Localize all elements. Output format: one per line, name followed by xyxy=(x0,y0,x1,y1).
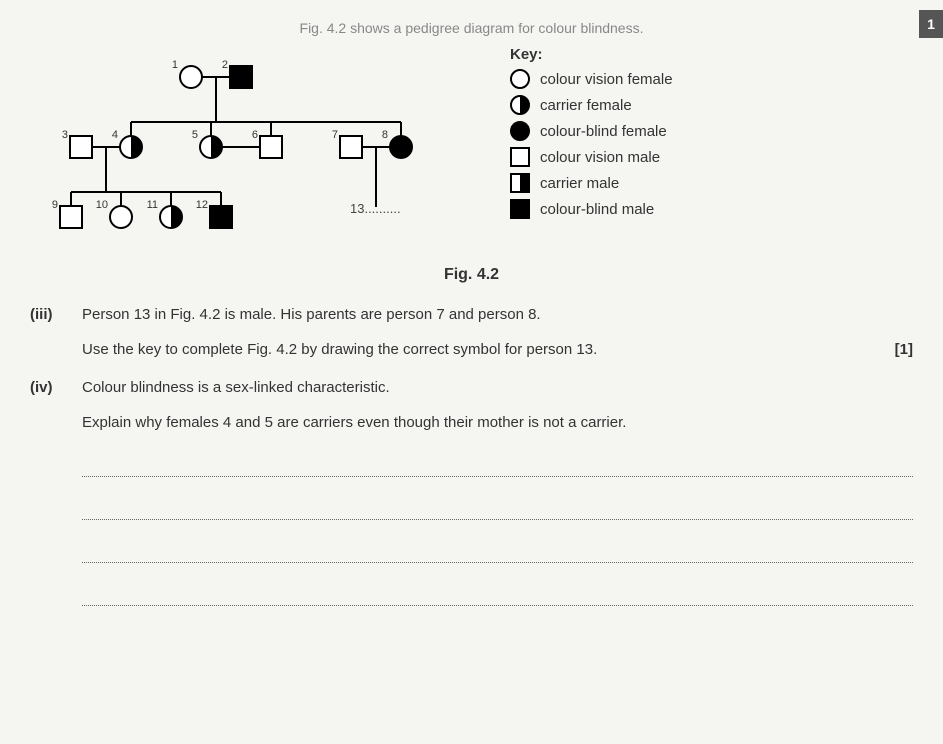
svg-text:3: 3 xyxy=(62,129,68,141)
question-iii: (iii) Person 13 in Fig. 4.2 is male. His… xyxy=(30,304,913,361)
key-label: carrier male xyxy=(540,175,619,192)
square-half-icon xyxy=(510,173,530,193)
question-text: Use the key to complete Fig. 4.2 by draw… xyxy=(82,341,597,358)
svg-text:9: 9 xyxy=(52,199,58,211)
svg-text:2: 2 xyxy=(222,59,228,71)
svg-text:5: 5 xyxy=(192,129,198,141)
svg-text:11: 11 xyxy=(147,199,158,211)
svg-text:7: 7 xyxy=(332,129,338,141)
key-label: carrier female xyxy=(540,97,632,114)
answer-line xyxy=(82,579,913,606)
answer-line xyxy=(82,450,913,477)
figure-caption-top: Fig. 4.2 shows a pedigree diagram for co… xyxy=(30,20,913,36)
figure-area: 123456789101112 13.......... Key: colour… xyxy=(30,46,913,246)
key-label: colour vision female xyxy=(540,71,673,88)
question-number: (iii) xyxy=(30,304,70,361)
key-label: colour vision male xyxy=(540,149,660,166)
key-row: colour-blind female xyxy=(510,121,913,141)
svg-text:1: 1 xyxy=(172,59,178,71)
answer-line xyxy=(82,493,913,520)
svg-text:12: 12 xyxy=(196,199,208,211)
key-row: colour-blind male xyxy=(510,199,913,219)
circle-half-icon xyxy=(510,95,530,115)
figure-label: Fig. 4.2 xyxy=(30,266,913,284)
pedigree-diagram: 123456789101112 13.......... xyxy=(30,46,470,246)
svg-text:6: 6 xyxy=(252,129,258,141)
svg-text:10: 10 xyxy=(96,199,108,211)
svg-text:4: 4 xyxy=(112,129,118,141)
question-iv: (iv) Colour blindness is a sex-linked ch… xyxy=(30,377,913,606)
key-row: colour vision male xyxy=(510,147,913,167)
key-row: carrier female xyxy=(510,95,913,115)
circle-empty-icon xyxy=(510,69,530,89)
person-13-blank: 13.......... xyxy=(350,201,401,216)
key-title: Key: xyxy=(510,46,913,63)
key-row: carrier male xyxy=(510,173,913,193)
key-label: colour-blind female xyxy=(540,123,667,140)
question-text: Person 13 in Fig. 4.2 is male. His paren… xyxy=(82,304,913,327)
key-block: Key: colour vision female carrier female… xyxy=(510,46,913,246)
answer-line xyxy=(82,536,913,563)
square-filled-icon xyxy=(510,199,530,219)
mark-allocation: [1] xyxy=(895,339,913,362)
circle-filled-icon xyxy=(510,121,530,141)
page-corner-tab: 1 xyxy=(919,10,943,38)
key-row: colour vision female xyxy=(510,69,913,89)
square-empty-icon xyxy=(510,147,530,167)
svg-text:8: 8 xyxy=(382,129,388,141)
question-number: (iv) xyxy=(30,377,70,606)
question-text: Explain why females 4 and 5 are carriers… xyxy=(82,412,913,435)
key-label: colour-blind male xyxy=(540,201,654,218)
question-text: Colour blindness is a sex-linked charact… xyxy=(82,377,913,400)
